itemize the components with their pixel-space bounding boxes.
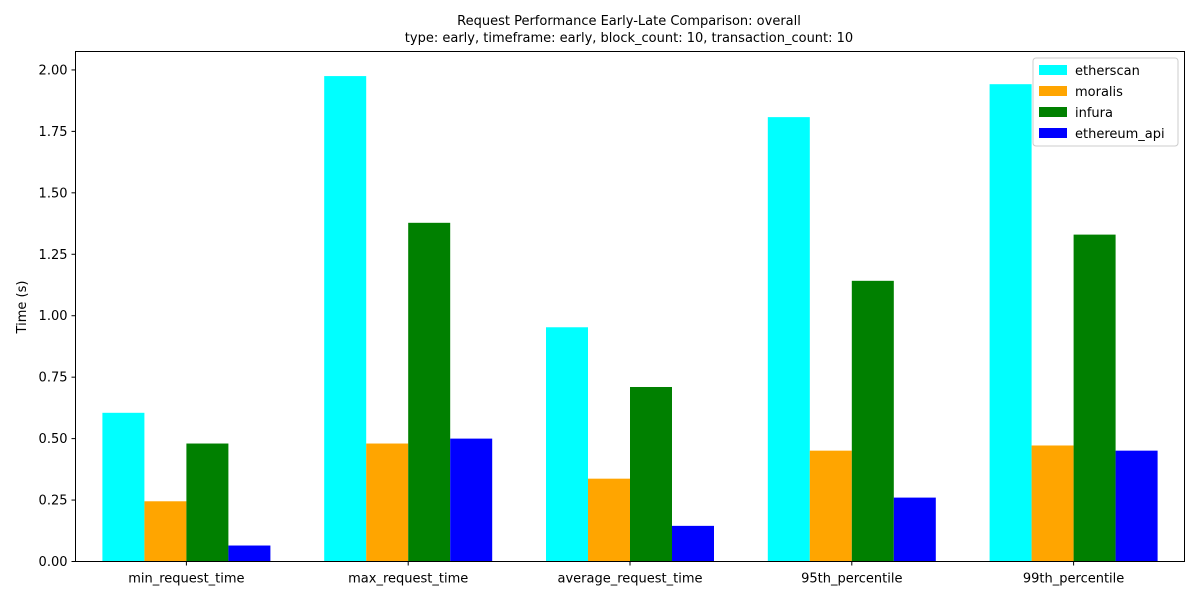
bar-moralis-99th_percentile (1031, 445, 1074, 562)
legend-swatch-infura (1039, 107, 1067, 117)
y-tick-label: 0.00 (39, 555, 68, 570)
bar-etherscan-max_request_time (324, 76, 367, 562)
chart-subtitle: type: early, timeframe: early, block_cou… (405, 31, 853, 46)
bar-ethereum_api-max_request_time (450, 438, 493, 562)
bar-infura-99th_percentile (1073, 234, 1116, 562)
bar-etherscan-99th_percentile (989, 84, 1032, 562)
bar-moralis-95th_percentile (809, 450, 852, 562)
y-tick-label: 1.25 (39, 248, 68, 263)
y-axis-ticks: 0.00 0.25 0.50 0.75 1.00 1.25 1.50 1.75 2.00 (39, 63, 76, 570)
legend-box (1032, 57, 1179, 147)
legend: etherscan moralis infura ethereum_api (1032, 57, 1179, 147)
legend-label-moralis: moralis (1075, 85, 1123, 100)
y-axis-label: Time (s) (15, 281, 30, 335)
legend-swatch-moralis (1039, 86, 1067, 96)
y-tick-label: 0.25 (39, 494, 68, 509)
y-tick-label: 2.00 (39, 63, 68, 78)
bar-etherscan-min_request_time (102, 412, 145, 562)
y-tick-label: 0.50 (39, 432, 68, 447)
legend-label-infura: infura (1075, 106, 1113, 121)
chart-title: Request Performance Early-Late Compariso… (457, 14, 801, 29)
bar-ethereum_api-average_request_time (672, 525, 714, 562)
plot-area-frame (75, 51, 1185, 562)
bar-moralis-max_request_time (366, 443, 409, 562)
bar-etherscan-average_request_time (546, 327, 588, 562)
bar-infura-average_request_time (630, 386, 672, 562)
y-tick-label: 1.50 (39, 186, 68, 201)
bar-moralis-min_request_time (144, 501, 187, 562)
legend-swatch-ethereum_api (1039, 128, 1067, 138)
x-axis-ticks: min_request_time max_request_time average_… (128, 561, 1124, 587)
x-tick-label: 95th_percentile (801, 572, 902, 587)
x-tick-label: min_request_time (128, 572, 244, 587)
y-tick-label: 0.75 (39, 371, 68, 386)
x-tick-label: 99th_percentile (1023, 572, 1124, 587)
legend-label-ethereum_api: ethereum_api (1075, 127, 1165, 142)
x-tick-label: average_request_time (557, 572, 702, 587)
bar-infura-min_request_time (186, 443, 229, 562)
bar-moralis-average_request_time (588, 478, 630, 562)
bar-ethereum_api-min_request_time (228, 545, 271, 562)
legend-swatch-etherscan (1039, 65, 1067, 75)
y-tick-label: 1.00 (39, 309, 68, 324)
y-tick-label: 1.75 (39, 125, 68, 140)
bar-infura-max_request_time (408, 222, 451, 562)
bar-infura-95th_percentile (851, 280, 894, 562)
x-tick-label: max_request_time (348, 572, 468, 587)
bar-ethereum_api-95th_percentile (893, 497, 936, 562)
legend-label-etherscan: etherscan (1075, 64, 1140, 79)
bar-etherscan-95th_percentile (767, 117, 810, 562)
bar-ethereum_api-99th_percentile (1115, 450, 1158, 562)
bar-group (102, 76, 1158, 562)
